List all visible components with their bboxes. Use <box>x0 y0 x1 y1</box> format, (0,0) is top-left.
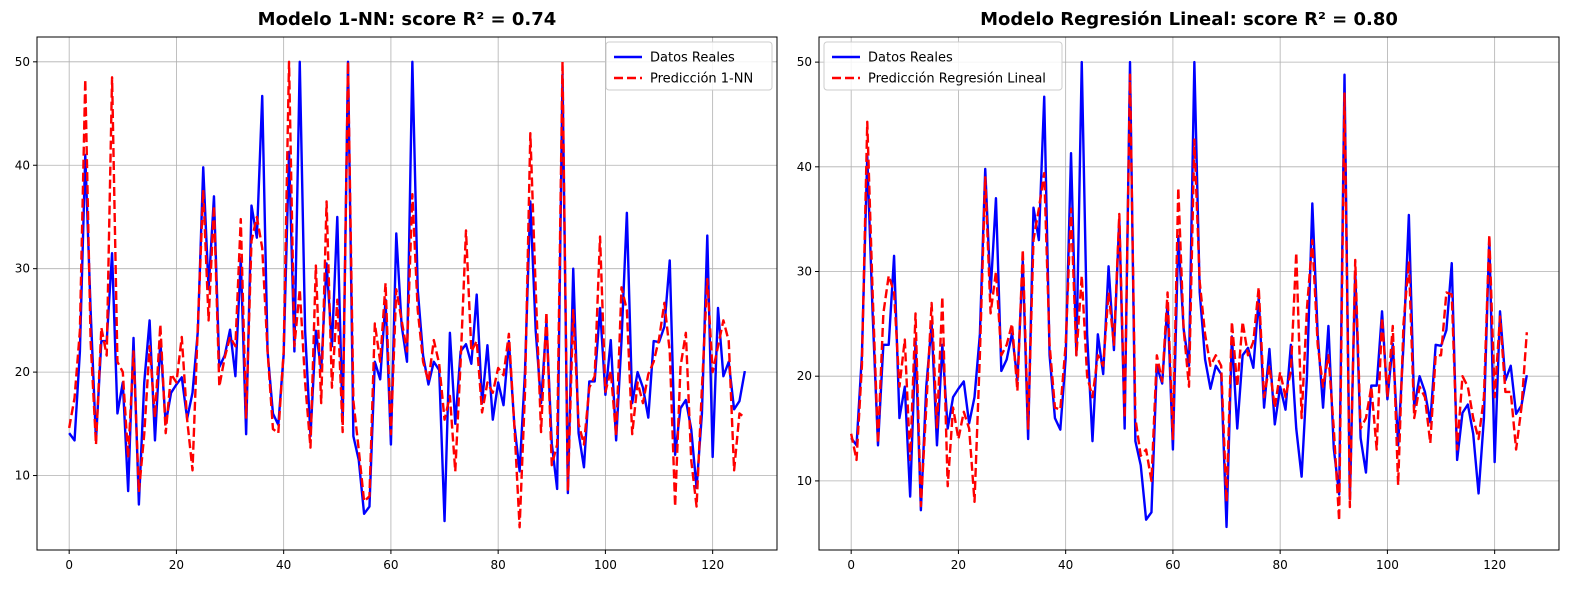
x-tick-label: 40 <box>276 558 291 572</box>
legend-label: Predicción 1-NN <box>650 72 753 87</box>
y-tick-label: 10 <box>15 469 30 483</box>
x-tick-label: 120 <box>701 558 724 572</box>
axes-frame <box>818 36 1560 551</box>
y-tick-label: 30 <box>797 265 812 279</box>
legend-label: Datos Reales <box>868 51 953 66</box>
legend-label: Datos Reales <box>650 51 735 66</box>
x-tick-label: 40 <box>1058 558 1073 572</box>
grid <box>819 37 1559 550</box>
y-tick-label: 20 <box>797 369 812 383</box>
x-tick-label: 60 <box>383 558 398 572</box>
y-tick-label: 10 <box>797 474 812 488</box>
legend-box <box>823 41 1063 91</box>
legend-label: Predicción Regresión Lineal <box>868 72 1046 87</box>
y-tick-label: 50 <box>797 55 812 69</box>
x-tick-label: 0 <box>847 558 855 572</box>
axes-frame <box>36 36 778 551</box>
chart-title: Modelo 1-NN: score R² = 0.74 <box>258 9 557 30</box>
x-tick-label: 0 <box>65 558 73 572</box>
series-line-prediction <box>849 73 1529 522</box>
chart-1nn: Modelo 1-NN: score R² = 0.74 0 20 40 60 80 100… <box>15 9 778 572</box>
y-tick-label: 40 <box>797 160 812 174</box>
series-line-prediction <box>67 60 746 529</box>
legend: Datos Reales Predicción Regresión Lineal <box>823 41 1063 91</box>
y-tick-label: 20 <box>15 365 30 379</box>
x-tick-label: 100 <box>1376 558 1399 572</box>
x-tick-label: 80 <box>491 558 506 572</box>
series-line-real <box>68 60 747 523</box>
x-tick-label: 80 <box>1273 558 1288 572</box>
y-tick-label: 30 <box>15 262 30 276</box>
legend: Datos Reales Predicción 1-NN <box>605 41 773 91</box>
x-tick-label: 120 <box>1483 558 1506 572</box>
y-tick-label: 40 <box>15 158 30 172</box>
x-tick-label: 100 <box>594 558 617 572</box>
chart-linear-regression: Modelo Regresión Lineal: score R² = 0.80… <box>797 9 1560 572</box>
y-tick-label: 50 <box>15 55 30 69</box>
x-tick-label: 60 <box>1165 558 1180 572</box>
x-tick-label: 20 <box>169 558 184 572</box>
x-tick-label: 20 <box>951 558 966 572</box>
legend-box <box>605 41 773 91</box>
chart-title: Modelo Regresión Lineal: score R² = 0.80 <box>980 9 1398 30</box>
